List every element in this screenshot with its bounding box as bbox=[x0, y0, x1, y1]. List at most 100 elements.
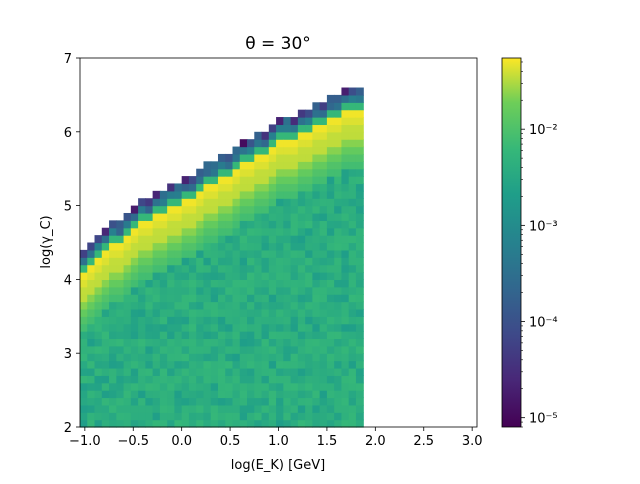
heatmap-cell bbox=[123, 345, 132, 354]
heatmap-cell bbox=[319, 117, 328, 126]
heatmap-cell bbox=[305, 316, 313, 325]
heatmap-cell bbox=[276, 404, 284, 413]
heatmap-cell bbox=[348, 161, 357, 170]
heatmap-cell bbox=[210, 412, 219, 421]
heatmap-cell bbox=[283, 353, 292, 362]
heatmap-cell bbox=[355, 168, 364, 177]
heatmap-cell bbox=[341, 183, 350, 192]
heatmap-cell bbox=[210, 316, 219, 325]
heatmap-cell bbox=[116, 382, 125, 391]
heatmap-cell bbox=[297, 139, 306, 148]
heatmap-cell bbox=[355, 286, 364, 295]
heatmap-cell bbox=[109, 316, 117, 325]
heatmap-cell bbox=[188, 412, 197, 421]
heatmap-cell bbox=[268, 316, 277, 325]
heatmap-cell bbox=[159, 345, 168, 354]
heatmap-cell bbox=[203, 176, 212, 185]
heatmap-cell bbox=[341, 94, 350, 103]
heatmap-cell bbox=[276, 353, 284, 362]
heatmap-cell bbox=[167, 338, 176, 347]
heatmap-cell bbox=[341, 345, 350, 354]
heatmap-cell bbox=[181, 294, 190, 303]
heatmap-cell bbox=[196, 272, 205, 280]
heatmap-cell bbox=[290, 146, 299, 155]
heatmap-cell bbox=[130, 404, 139, 413]
heatmap-cell bbox=[94, 338, 103, 347]
heatmap-cell bbox=[261, 367, 270, 376]
heatmap-cell bbox=[145, 331, 154, 340]
heatmap-cell bbox=[334, 161, 343, 170]
heatmap-cell bbox=[276, 338, 284, 347]
x-tick-label: 1.0 bbox=[268, 434, 289, 449]
heatmap-cell bbox=[210, 227, 219, 236]
heatmap-cell bbox=[196, 242, 205, 251]
heatmap-cell bbox=[123, 264, 132, 273]
heatmap-cell bbox=[203, 404, 212, 413]
heatmap-cell bbox=[101, 375, 110, 384]
heatmap-cell bbox=[80, 412, 88, 421]
heatmap-cell bbox=[261, 272, 270, 280]
heatmap-cell bbox=[159, 353, 168, 362]
heatmap-cell bbox=[217, 198, 226, 207]
heatmap-cell bbox=[239, 227, 248, 236]
heatmap-cell bbox=[94, 301, 103, 310]
heatmap-cell bbox=[312, 205, 321, 214]
heatmap-cell bbox=[283, 412, 292, 421]
heatmap-cell bbox=[268, 227, 277, 236]
heatmap-cell bbox=[283, 168, 292, 177]
heatmap-cell bbox=[326, 146, 335, 155]
heatmap-cell bbox=[341, 220, 350, 229]
heatmap-cell bbox=[341, 308, 350, 317]
heatmap-cell bbox=[261, 308, 270, 317]
heatmap-cell bbox=[319, 375, 328, 384]
heatmap-cell bbox=[348, 242, 357, 251]
heatmap-cell bbox=[334, 294, 343, 303]
heatmap-cell bbox=[312, 102, 321, 111]
heatmap-cell bbox=[334, 205, 343, 214]
heatmap-cell bbox=[87, 279, 96, 288]
heatmap-cell bbox=[145, 353, 154, 362]
heatmap-cell bbox=[138, 235, 146, 244]
heatmap-cell bbox=[239, 272, 248, 280]
heatmap-cell bbox=[145, 308, 154, 317]
heatmap-cell bbox=[254, 161, 263, 170]
heatmap-cell bbox=[355, 294, 364, 303]
heatmap-cell bbox=[94, 419, 103, 428]
heatmap-cell bbox=[196, 323, 205, 332]
heatmap-cell bbox=[276, 220, 284, 229]
heatmap-cell bbox=[348, 301, 357, 310]
heatmap-cell bbox=[210, 242, 219, 251]
heatmap-cell bbox=[297, 301, 306, 310]
heatmap-cell bbox=[138, 308, 146, 317]
heatmap-cell bbox=[181, 331, 190, 340]
heatmap-cell bbox=[319, 257, 328, 266]
heatmap-cell bbox=[261, 161, 270, 170]
heatmap-cell bbox=[123, 404, 132, 413]
heatmap-cell bbox=[87, 242, 96, 251]
heatmap-cell bbox=[348, 286, 357, 295]
heatmap-cell bbox=[261, 235, 270, 244]
heatmap-cell bbox=[355, 227, 364, 236]
heatmap-cell bbox=[297, 264, 306, 273]
heatmap-cell bbox=[203, 227, 212, 236]
heatmap-cell bbox=[254, 382, 263, 391]
heatmap-cell bbox=[261, 419, 270, 428]
heatmap-cell bbox=[283, 301, 292, 310]
heatmap-cell bbox=[268, 124, 277, 133]
heatmap-cell bbox=[232, 367, 241, 376]
heatmap-cell bbox=[348, 367, 357, 376]
heatmap-cell bbox=[247, 301, 255, 310]
heatmap-cell bbox=[283, 124, 292, 133]
heatmap-cell bbox=[334, 345, 343, 354]
heatmap-cell bbox=[232, 279, 241, 288]
heatmap-cell bbox=[159, 316, 168, 325]
heatmap-cell bbox=[87, 382, 96, 391]
heatmap-cell bbox=[188, 227, 197, 236]
heatmap-cell bbox=[152, 338, 161, 347]
heatmap-cell bbox=[232, 375, 241, 384]
heatmap-cell bbox=[254, 345, 263, 354]
heatmap-cell bbox=[181, 183, 190, 192]
heatmap-cell bbox=[188, 397, 197, 406]
heatmap-cell bbox=[130, 331, 139, 340]
heatmap-cell bbox=[319, 412, 328, 421]
